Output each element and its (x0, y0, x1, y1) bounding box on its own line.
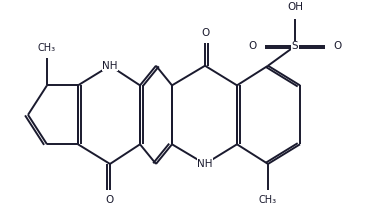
Text: O: O (333, 41, 341, 51)
Text: S: S (292, 41, 298, 51)
Text: CH₃: CH₃ (38, 43, 56, 53)
Text: CH₃: CH₃ (259, 195, 277, 205)
Text: O: O (106, 195, 114, 205)
Text: O: O (249, 41, 257, 51)
Text: OH: OH (287, 2, 303, 12)
Text: O: O (201, 28, 209, 38)
Text: NH: NH (197, 159, 213, 169)
Text: NH: NH (102, 61, 118, 71)
